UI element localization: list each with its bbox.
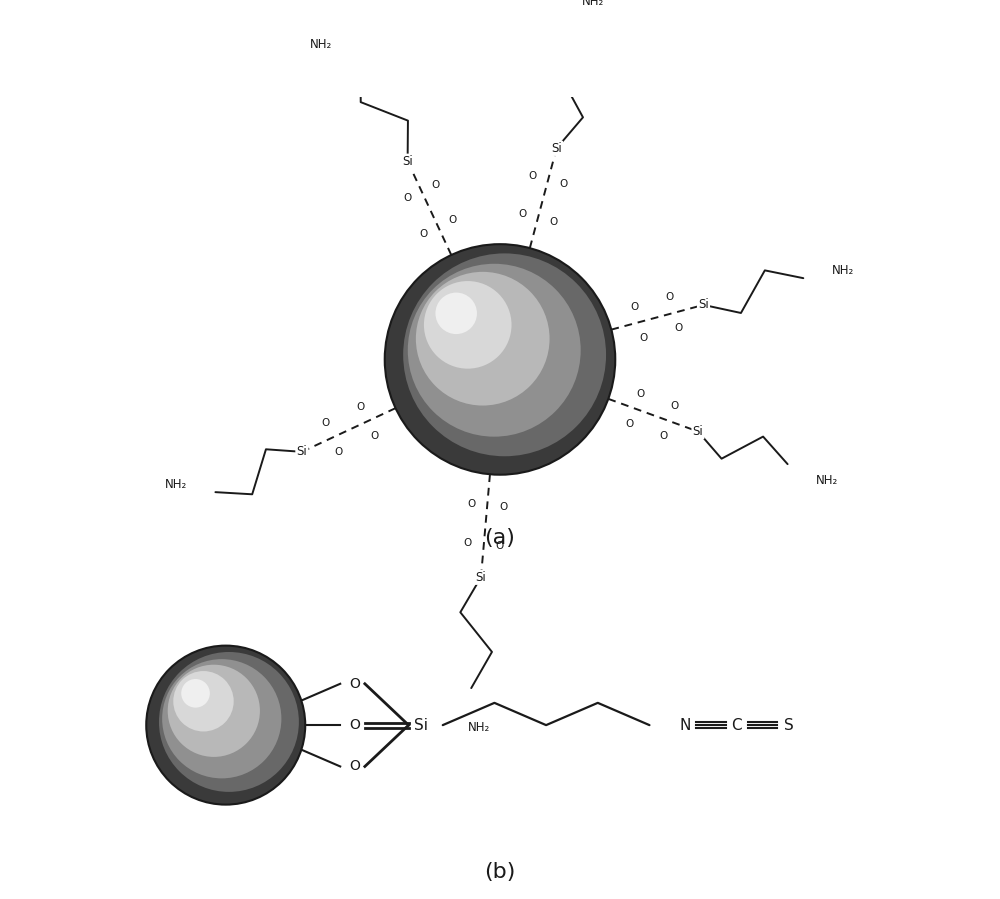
- Text: Si: Si: [698, 298, 709, 311]
- Text: NH₂: NH₂: [165, 477, 187, 491]
- Ellipse shape: [159, 652, 299, 792]
- Text: NH₂: NH₂: [816, 474, 838, 486]
- Text: O: O: [349, 677, 360, 690]
- Text: O: O: [626, 419, 634, 429]
- Text: O: O: [357, 402, 365, 412]
- Ellipse shape: [168, 664, 260, 757]
- Text: O: O: [666, 292, 674, 302]
- Ellipse shape: [424, 281, 512, 369]
- Text: NH₂: NH₂: [310, 38, 332, 51]
- Text: O: O: [671, 401, 679, 411]
- Text: (a): (a): [485, 529, 515, 548]
- Ellipse shape: [181, 679, 210, 708]
- Text: NH₂: NH₂: [468, 721, 490, 734]
- Text: Si: Si: [296, 445, 307, 458]
- Text: O: O: [432, 180, 440, 190]
- Text: O: O: [499, 502, 507, 512]
- Text: O: O: [403, 193, 411, 203]
- Text: O: O: [637, 388, 645, 399]
- Text: Si: Si: [693, 425, 703, 438]
- Text: O: O: [321, 418, 329, 429]
- Ellipse shape: [146, 645, 305, 805]
- Text: Si: Si: [476, 571, 486, 583]
- Ellipse shape: [162, 659, 281, 779]
- Ellipse shape: [403, 254, 606, 457]
- Text: Si: Si: [402, 155, 413, 168]
- Text: O: O: [549, 218, 557, 227]
- Text: O: O: [467, 499, 476, 509]
- Text: O: O: [559, 179, 568, 190]
- Text: O: O: [448, 215, 457, 225]
- Text: O: O: [631, 302, 639, 312]
- Ellipse shape: [416, 271, 550, 405]
- Text: O: O: [496, 540, 504, 551]
- Text: Si: Si: [414, 717, 428, 733]
- Ellipse shape: [435, 292, 477, 334]
- Text: O: O: [349, 718, 360, 732]
- Text: O: O: [518, 209, 527, 219]
- Text: S: S: [784, 717, 793, 733]
- Text: O: O: [464, 538, 472, 547]
- Text: NH₂: NH₂: [582, 0, 604, 7]
- Text: O: O: [420, 228, 428, 238]
- Text: O: O: [660, 431, 668, 441]
- Text: N: N: [680, 717, 691, 733]
- Text: O: O: [349, 760, 360, 773]
- Text: O: O: [674, 323, 682, 334]
- Ellipse shape: [385, 245, 615, 475]
- Ellipse shape: [173, 671, 234, 732]
- Text: O: O: [334, 448, 343, 458]
- Text: O: O: [370, 431, 378, 441]
- Ellipse shape: [408, 263, 581, 437]
- Text: C: C: [732, 717, 742, 733]
- Text: (b): (b): [484, 862, 516, 882]
- Text: O: O: [529, 171, 537, 181]
- Text: Si: Si: [551, 142, 562, 155]
- Text: O: O: [639, 333, 647, 343]
- Text: NH₂: NH₂: [832, 263, 854, 277]
